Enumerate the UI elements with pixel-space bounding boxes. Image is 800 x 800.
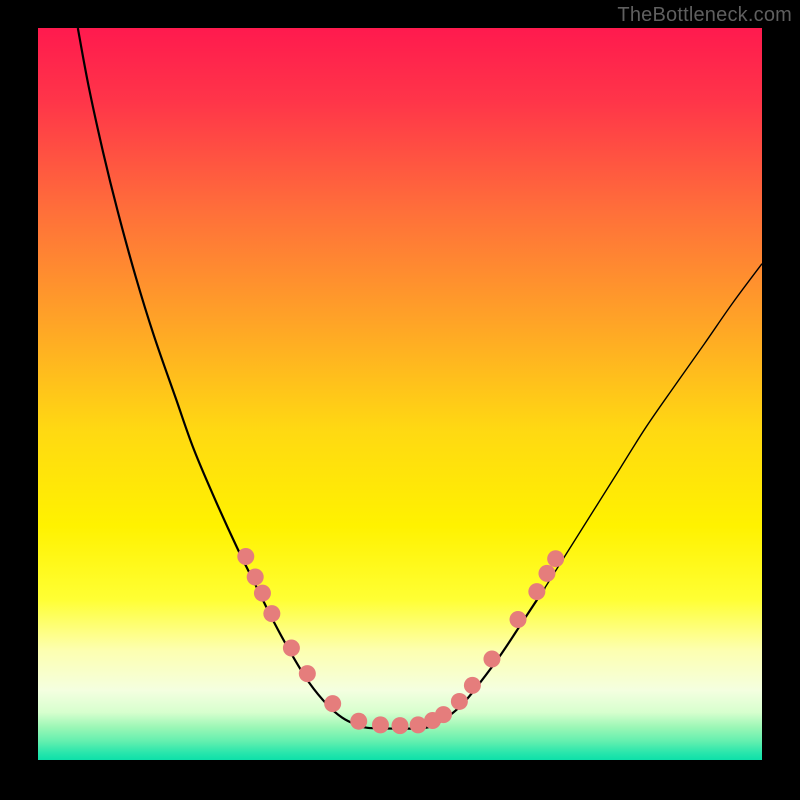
data-point xyxy=(451,693,468,710)
data-point xyxy=(410,716,427,733)
data-point xyxy=(547,550,564,567)
watermark-text: TheBottleneck.com xyxy=(617,4,792,27)
data-point xyxy=(283,640,300,657)
data-point xyxy=(254,585,271,602)
data-point xyxy=(263,605,280,622)
data-point xyxy=(324,695,341,712)
bottleneck-curve-chart xyxy=(38,28,762,760)
plot-area xyxy=(38,28,762,760)
data-point xyxy=(435,706,452,723)
data-point xyxy=(538,565,555,582)
data-point xyxy=(350,713,367,730)
data-point xyxy=(528,583,545,600)
chart-frame: TheBottleneck.com xyxy=(0,0,800,800)
data-point xyxy=(483,650,500,667)
data-point xyxy=(372,716,389,733)
data-point xyxy=(299,665,316,682)
data-point xyxy=(247,569,264,586)
data-point xyxy=(510,611,527,628)
data-point xyxy=(392,717,409,734)
data-point xyxy=(464,677,481,694)
data-point xyxy=(237,548,254,565)
